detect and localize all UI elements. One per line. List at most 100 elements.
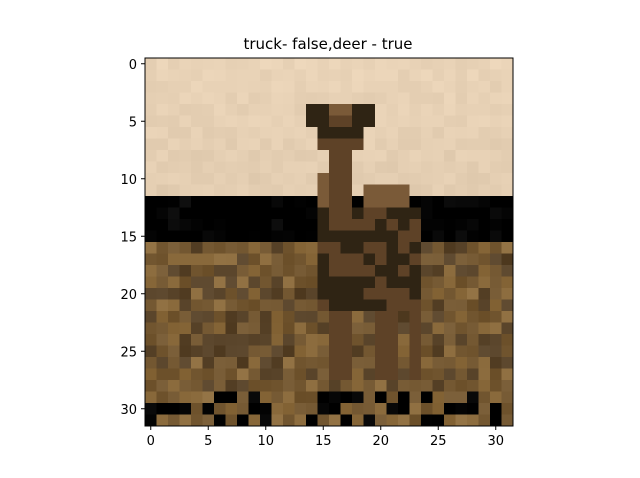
image-pixel xyxy=(409,334,422,346)
image-pixel xyxy=(490,219,502,231)
image-pixel xyxy=(271,380,284,392)
image-pixel xyxy=(478,196,491,208)
image-pixel xyxy=(421,69,433,82)
image-pixel xyxy=(398,127,410,139)
image-pixel xyxy=(444,207,456,220)
image-pixel xyxy=(294,161,307,174)
image-pixel xyxy=(237,230,249,243)
image-pixel xyxy=(317,69,330,82)
image-pixel xyxy=(214,69,226,82)
image-pixel xyxy=(409,230,422,243)
image-pixel xyxy=(363,58,376,70)
image-pixel xyxy=(421,276,433,289)
image-pixel xyxy=(432,58,445,70)
image-pixel xyxy=(375,184,387,197)
image-pixel xyxy=(363,357,376,369)
image-pixel xyxy=(340,92,353,105)
image-pixel xyxy=(340,322,353,335)
image-pixel xyxy=(237,69,249,82)
image-pixel xyxy=(444,127,456,139)
image-pixel xyxy=(455,219,468,231)
image-pixel xyxy=(363,253,376,266)
image-pixel xyxy=(478,81,491,93)
image-pixel xyxy=(386,276,399,289)
image-pixel xyxy=(237,357,249,369)
image-pixel xyxy=(191,345,203,358)
image-pixel xyxy=(490,173,502,185)
image-pixel xyxy=(202,322,215,335)
image-pixel xyxy=(409,391,422,404)
image-pixel xyxy=(478,276,491,289)
image-pixel xyxy=(398,92,410,105)
image-pixel xyxy=(283,345,295,358)
image-pixel xyxy=(363,288,376,300)
image-pixel xyxy=(145,391,157,404)
image-pixel xyxy=(237,127,249,139)
image-pixel xyxy=(455,115,468,128)
image-pixel xyxy=(398,58,410,70)
image-pixel xyxy=(225,403,238,415)
image-pixel xyxy=(145,115,157,128)
image-pixel xyxy=(398,414,410,427)
image-pixel xyxy=(329,242,341,254)
image-pixel xyxy=(191,288,203,300)
image-pixel xyxy=(317,380,330,392)
image-pixel xyxy=(202,81,215,93)
image-pixel xyxy=(271,230,284,243)
image-pixel xyxy=(421,207,433,220)
image-pixel xyxy=(467,253,479,266)
image-pixel xyxy=(283,104,295,116)
image-pixel xyxy=(179,104,192,116)
image-pixel xyxy=(467,276,479,289)
image-pixel xyxy=(421,403,433,415)
image-pixel xyxy=(156,127,169,139)
image-pixel xyxy=(398,345,410,358)
image-pixel xyxy=(478,242,491,254)
image-pixel xyxy=(202,58,215,70)
image-pixel xyxy=(386,322,399,335)
image-pixel xyxy=(168,138,180,151)
y-tick-label: 15 xyxy=(120,230,137,245)
image-pixel xyxy=(501,276,514,289)
image-pixel xyxy=(363,92,376,105)
image-pixel xyxy=(444,69,456,82)
image-pixel xyxy=(145,265,157,277)
image-pixel xyxy=(490,414,502,427)
image-pixel xyxy=(260,334,272,346)
image-pixel xyxy=(432,311,445,323)
image-pixel xyxy=(421,127,433,139)
image-pixel xyxy=(432,207,445,220)
image-pixel xyxy=(455,368,468,381)
image-pixel xyxy=(340,184,353,197)
image-pixel xyxy=(421,288,433,300)
image-pixel xyxy=(386,69,399,82)
image-pixel xyxy=(398,242,410,254)
image-pixel xyxy=(248,242,261,254)
image-pixel xyxy=(294,276,307,289)
image-pixel xyxy=(202,288,215,300)
image-pixel xyxy=(271,391,284,404)
image-pixel xyxy=(352,288,364,300)
image-pixel xyxy=(202,368,215,381)
image-pixel xyxy=(398,138,410,151)
image-pixel xyxy=(225,311,238,323)
image-pixel xyxy=(214,230,226,243)
image-pixel xyxy=(444,92,456,105)
image-pixel xyxy=(191,150,203,162)
image-pixel xyxy=(191,161,203,174)
image-pixel xyxy=(386,196,399,208)
image-pixel xyxy=(306,138,318,151)
image-pixel xyxy=(317,81,330,93)
image-pixel xyxy=(409,92,422,105)
image-pixel xyxy=(168,299,180,312)
image-pixel xyxy=(283,368,295,381)
image-pixel xyxy=(329,92,341,105)
image-pixel xyxy=(444,311,456,323)
image-pixel xyxy=(248,138,261,151)
image-pixel xyxy=(478,127,491,139)
image-pixel xyxy=(202,357,215,369)
image-pixel xyxy=(375,127,387,139)
image-pixel xyxy=(432,414,445,427)
image-pixel xyxy=(248,403,261,415)
